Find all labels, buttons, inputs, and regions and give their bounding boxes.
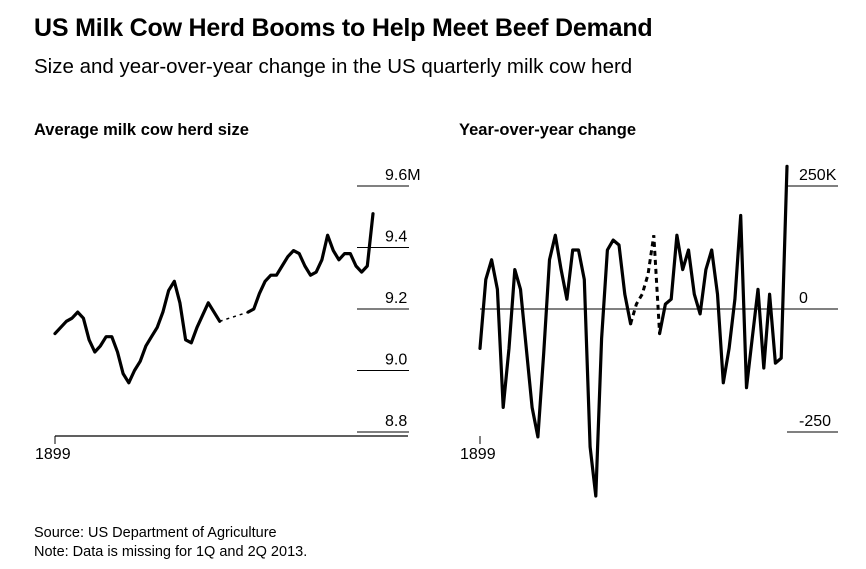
chart-subtitle: Size and year-over-year change in the US… bbox=[34, 55, 633, 78]
series-line bbox=[246, 212, 375, 314]
x-axis-start-label: 1899 bbox=[460, 446, 496, 463]
panel-title-yoy-change: Year-over-year change bbox=[459, 121, 637, 139]
series-line bbox=[658, 164, 789, 390]
x-axis-start-label: 1899 bbox=[35, 446, 71, 463]
y-tick-label: -250 bbox=[799, 413, 831, 430]
y-tick-label: 9.0 bbox=[385, 352, 407, 369]
y-tick-label: 250K bbox=[799, 167, 837, 184]
missing-data-gap bbox=[219, 311, 249, 323]
missing-data-dashed-line bbox=[629, 234, 662, 334]
series-line bbox=[478, 233, 633, 498]
y-tick-label: 9.4 bbox=[385, 229, 407, 246]
series-line bbox=[53, 279, 222, 385]
left-panel: 9.6M 9.4 9.2 9.0 8.8 1899 bbox=[35, 167, 421, 463]
y-tick-label: 8.8 bbox=[385, 413, 407, 430]
panel-title-herd-size: Average milk cow herd size bbox=[34, 121, 249, 139]
chart-title: US Milk Cow Herd Booms to Help Meet Beef… bbox=[34, 14, 653, 42]
source-note: Source: US Department of Agriculture bbox=[34, 525, 277, 541]
y-tick-label: 0 bbox=[799, 290, 808, 307]
y-tick-label: 9.6M bbox=[385, 167, 421, 184]
y-tick-label: 9.2 bbox=[385, 290, 407, 307]
right-panel: 250K 0 -250 1899 bbox=[460, 164, 838, 498]
data-note: Note: Data is missing for 1Q and 2Q 2013… bbox=[34, 544, 308, 560]
